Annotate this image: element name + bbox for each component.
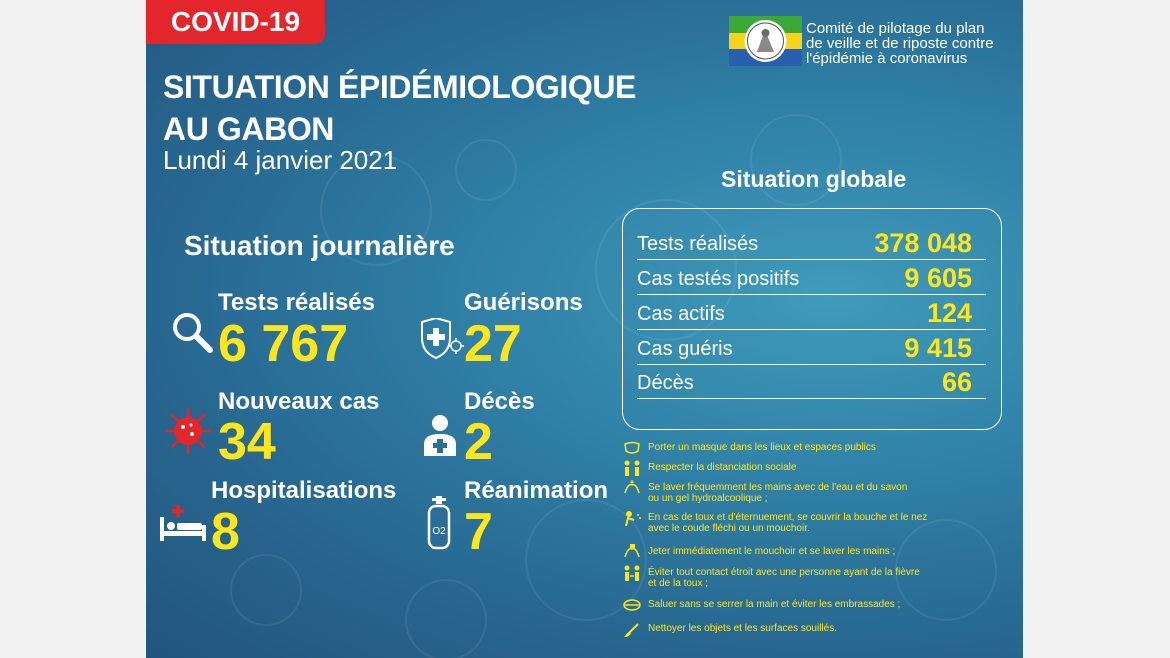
- daily-tests-value: 6 767: [218, 315, 349, 373]
- global-stats-table: Tests réalisés 378 048 Cas testés positi…: [622, 208, 1002, 430]
- global-row-label: Cas testés positifs: [637, 268, 800, 290]
- global-row-label: Tests réalisés: [637, 233, 759, 255]
- daily-recoveries-label: Guérisons: [464, 289, 583, 316]
- person-cross-icon: [424, 415, 456, 456]
- advice-line-1: Porter un masque dans les lieux et espac…: [648, 442, 876, 453]
- daily-hospitalisations-value: 8: [211, 503, 240, 561]
- infographic-card: COVID-19 SITUATION ÉPIDÉMIOLOGIQUE AU GA…: [146, 0, 1023, 658]
- oxygen-tank-icon: O2: [427, 496, 451, 550]
- global-row: Cas testés positifs 9 605: [637, 260, 986, 295]
- covid-tag: COVID-19: [146, 0, 325, 44]
- avoid-contact-icon: [624, 565, 640, 581]
- advice-line-1: Saluer sans se serrer la main et éviter …: [648, 599, 901, 610]
- advice-line-1: Éviter tout contact étroit avec une pers…: [648, 567, 920, 578]
- mask-icon: [624, 441, 640, 454]
- daily-section-title: Situation journalière: [184, 230, 455, 261]
- advice-item: Porter un masque dans les lieux et espac…: [624, 441, 968, 454]
- global-row: Cas actifs 124: [637, 295, 986, 330]
- global-row-label: Cas actifs: [637, 303, 725, 325]
- global-row-value: 9 415: [904, 333, 972, 363]
- global-row-label: Décès: [637, 372, 694, 394]
- advice-item: Jeter immédiatement le mouchoir et se la…: [624, 544, 968, 558]
- advice-line-1: Se laver fréquemment les mains avec de l…: [648, 482, 908, 493]
- daily-recoveries-value: 27: [464, 315, 522, 373]
- shield-cross-icon: [421, 318, 464, 360]
- title-line-2: AU GABON: [163, 111, 335, 147]
- advice-item: Respecter la distanciation sociale: [624, 460, 968, 476]
- global-row-value: 378 048: [874, 228, 972, 258]
- title-line-1: SITUATION ÉPIDÉMIOLOGIQUE: [163, 69, 636, 105]
- svg-text:O2: O2: [432, 526, 446, 537]
- daily-hospitalisations-label: Hospitalisations: [211, 477, 397, 504]
- advice-line-2: ou un gel hydroalcoolique ;: [648, 493, 768, 504]
- global-row-value: 9 605: [904, 263, 972, 293]
- daily-tests-label: Tests réalisés: [218, 289, 375, 316]
- advice-line-1: Respecter la distanciation sociale: [648, 462, 797, 473]
- advice-item: Éviter tout contact étroit avec une pers…: [624, 565, 968, 589]
- page-title: SITUATION ÉPIDÉMIOLOGIQUE AU GABON: [163, 66, 636, 150]
- advice-item: En cas de toux et d'éternuement, se couv…: [625, 511, 968, 534]
- daily-icu-value: 7: [464, 503, 493, 561]
- daily-icu-label: Réanimation: [464, 477, 609, 504]
- advice-line-1: En cas de toux et d'éternuement, se couv…: [648, 512, 928, 523]
- cleaning-icon: [624, 623, 639, 637]
- daily-deaths-value: 2: [464, 413, 493, 471]
- no-handshake-icon: [623, 599, 641, 611]
- advice-line-1: Jeter immédiatement le mouchoir et se la…: [648, 546, 896, 557]
- global-row-value: 66: [941, 367, 972, 397]
- distancing-icon: [624, 460, 640, 476]
- advice-item: Nettoyer les objets et les surfaces soui…: [624, 623, 968, 637]
- global-section-title: Situation globale: [721, 166, 907, 192]
- cough-icon: [625, 511, 641, 527]
- global-row-label: Cas guéris: [637, 338, 733, 360]
- advice-line-2: avec le coude fléchi ou un mouchoir.: [648, 523, 810, 534]
- daily-deaths-label: Décès: [464, 388, 535, 415]
- committee-line-3: l'épidémie à coronavirus: [806, 50, 968, 67]
- advice-line-1: Nettoyer les objets et les surfaces soui…: [648, 623, 837, 634]
- hand-wash-icon: [624, 480, 640, 494]
- magnifier-icon: [173, 313, 213, 353]
- background-virus-decoration: [230, 114, 997, 658]
- advice-item: Saluer sans se serrer la main et éviter …: [623, 599, 968, 611]
- global-row: Tests réalisés 378 048: [637, 225, 986, 260]
- advice-item: Se laver fréquemment les mains avec de l…: [624, 480, 968, 504]
- committee-name: Comité de pilotage du plan de veille et …: [806, 21, 1016, 66]
- daily-new-cases-label: Nouveaux cas: [218, 388, 380, 415]
- hospital-bed-icon: [160, 505, 206, 541]
- global-row-value: 124: [926, 298, 972, 328]
- global-row: Cas guéris 9 415: [637, 330, 986, 365]
- daily-new-cases-value: 34: [218, 413, 276, 471]
- committee-line-1: Comité de pilotage du plan: [806, 20, 985, 37]
- virus-icon: [164, 407, 212, 455]
- advice-line-2: et de la toux ;: [648, 578, 709, 589]
- report-date: Lundi 4 janvier 2021: [163, 145, 398, 175]
- global-row: Décès 66: [637, 364, 986, 399]
- gabon-flag-logo: [729, 16, 802, 66]
- committee-line-2: de veille et de riposte contre: [806, 35, 994, 52]
- tissue-icon: [624, 544, 640, 558]
